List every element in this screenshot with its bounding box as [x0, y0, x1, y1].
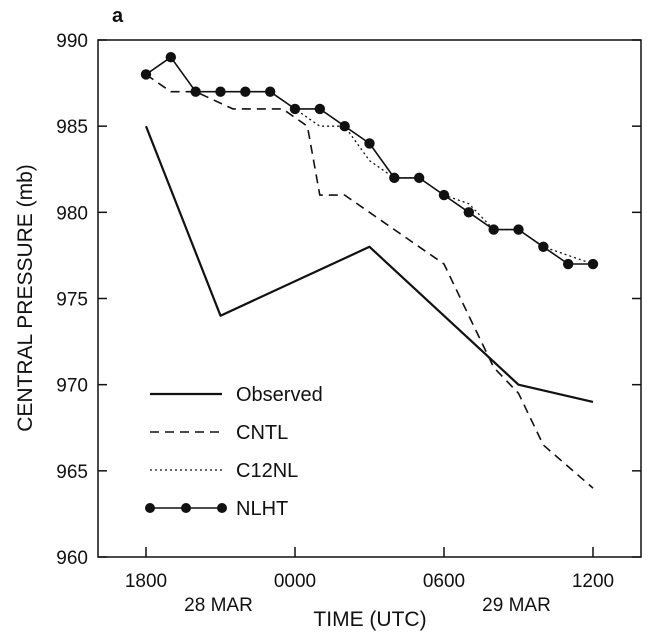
y-tick-label: 985	[56, 117, 88, 138]
y-tick-label: 980	[56, 203, 88, 224]
date-label: 29 MAR	[482, 595, 551, 616]
series-marker-nlht	[463, 207, 475, 218]
y-tick-label: 975	[56, 290, 88, 311]
series-marker-nlht	[339, 120, 350, 132]
series-marker-nlht	[140, 69, 152, 80]
y-tick-label: 960	[56, 548, 88, 569]
series-marker-nlht	[438, 189, 450, 201]
series-line-cntl	[145, 73, 594, 489]
plot-frame	[97, 39, 642, 558]
series-marker-nlht	[413, 172, 425, 184]
y-tick-label: 965	[56, 462, 88, 483]
series-marker-nlht	[314, 103, 326, 115]
legend-label: C12NL	[236, 460, 298, 482]
series-marker-nlht	[190, 86, 201, 97]
legend-label: CNTL	[236, 422, 288, 444]
plot-frame-group	[97, 39, 642, 558]
series-marker-nlht	[538, 241, 549, 252]
series-marker-nlht	[165, 52, 177, 63]
y-tick-label: 990	[56, 31, 88, 52]
axis-ticks: 960 965 970 975 980 985 990 1800 0000 0600 1200 28 …	[56, 31, 641, 616]
legend-marker	[181, 503, 191, 513]
series-marker-nlht	[389, 172, 400, 184]
legend-label: Observed	[236, 384, 323, 406]
x-tick-label: 0600	[423, 571, 465, 592]
series-marker-nlht	[289, 103, 301, 115]
legend-marker	[145, 503, 155, 513]
series-marker-nlht	[240, 86, 251, 97]
y-axis-title: CENTRAL PRESSURE (mb)	[14, 164, 37, 432]
series-marker-nlht	[562, 258, 574, 270]
legend-label: NLHT	[236, 498, 288, 520]
x-axis-title: TIME (UTC)	[313, 608, 426, 631]
x-tick-label: 1200	[572, 571, 614, 592]
date-label: 28 MAR	[184, 595, 253, 616]
series-marker-nlht	[513, 224, 524, 235]
legend: Observed CNTL C12NL NLHT	[145, 384, 323, 520]
series-markers	[140, 52, 599, 270]
series-line-c12nl	[145, 56, 594, 265]
panel-label: a	[112, 5, 124, 27]
series-marker-nlht	[364, 138, 375, 149]
series-marker-nlht	[587, 258, 599, 270]
x-tick-label: 1800	[125, 571, 167, 592]
y-tick-label: 970	[56, 376, 88, 397]
series-marker-nlht	[215, 86, 226, 97]
series-lines	[144, 56, 594, 489]
series-line-observed	[144, 125, 594, 403]
series-marker-nlht	[264, 86, 276, 97]
series-marker-nlht	[488, 224, 499, 235]
legend-marker	[217, 503, 227, 513]
x-tick-label: 0000	[274, 571, 316, 592]
